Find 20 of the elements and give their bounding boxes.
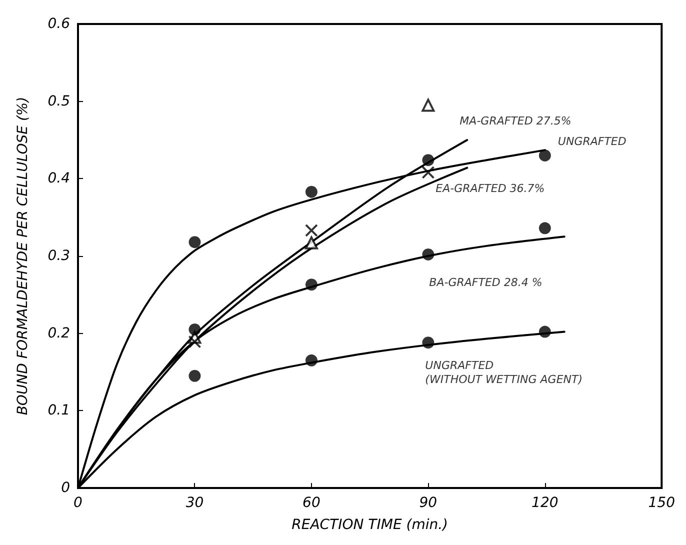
y-tick-label: 0.5 [48,93,70,110]
x-tick-label: 120 [532,495,558,511]
series-label: UNGRAFTED [558,134,626,148]
series-label: BA-GRAFTED 28.4 % [429,276,542,289]
x-axis-title: REACTION TIME (min.) [292,517,448,533]
y-axis-title: BOUND FORMALDEHYDE PER CELLULOSE (%) [15,96,31,416]
y-tick-label: 0.4 [48,170,70,187]
x-tick-label: 90 [419,495,438,511]
y-tick-label: 0.1 [48,402,70,419]
y-tick-label: 0.2 [48,325,70,342]
y-tick-label: 0 [61,480,70,496]
x-tick-label: 0 [74,495,83,511]
text: MA-GRAFTED 27.5% [460,114,572,128]
series-label: EA-GRAFTED 36.7% [436,182,545,195]
y-tick-label: 0.6 [48,16,70,32]
series-label: UNGRAFTED (WITHOUT WETTING AGENT) [425,359,583,386]
x-tick-label: 60 [302,495,320,511]
y-tick-label: 0.3 [48,248,70,264]
x-tick-label: 150 [648,495,676,511]
x-tick-label: 30 [186,495,204,511]
